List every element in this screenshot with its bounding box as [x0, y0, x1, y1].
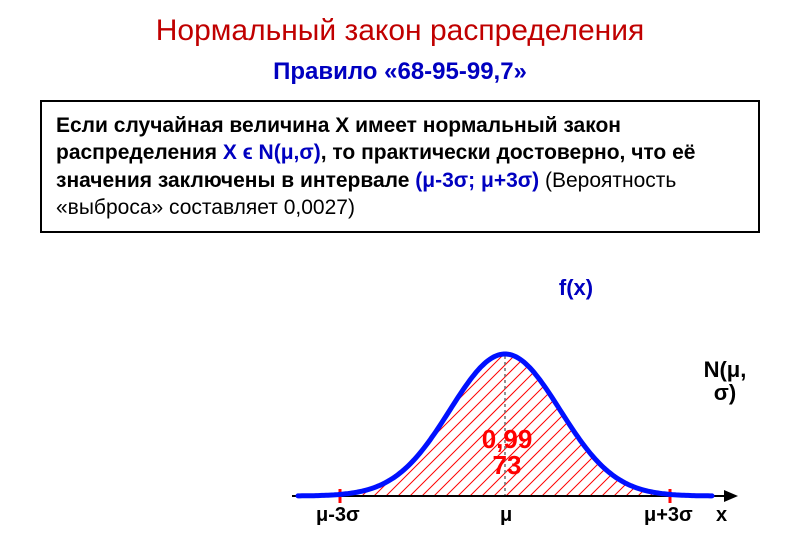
rule-interval: (μ-3σ; μ+3σ) [415, 169, 539, 192]
axis-label-left: μ-3σ [316, 504, 360, 527]
probability-label: 0,99 73 [467, 426, 547, 478]
axis-label-x: x [716, 504, 727, 527]
rule-box: Если случайная величина Х имеет нормальн… [40, 100, 760, 233]
subtitle: Правило «68-95-99,7» [0, 58, 800, 86]
axis-label-center: μ [500, 504, 512, 527]
axis-label-right: μ+3σ [644, 504, 693, 527]
page-title: Нормальный закон распределения [0, 0, 800, 48]
n-label: N(μ, σ) [690, 358, 760, 404]
normal-distribution-chart: f(x) N(μ, σ) 0,99 73 μ-3σ μ μ+3σ x [280, 310, 790, 540]
rule-notation: X ϵ N(μ,σ) [223, 141, 321, 164]
x-axis-arrow-icon [724, 490, 738, 502]
fx-label: f(x) [556, 276, 596, 299]
